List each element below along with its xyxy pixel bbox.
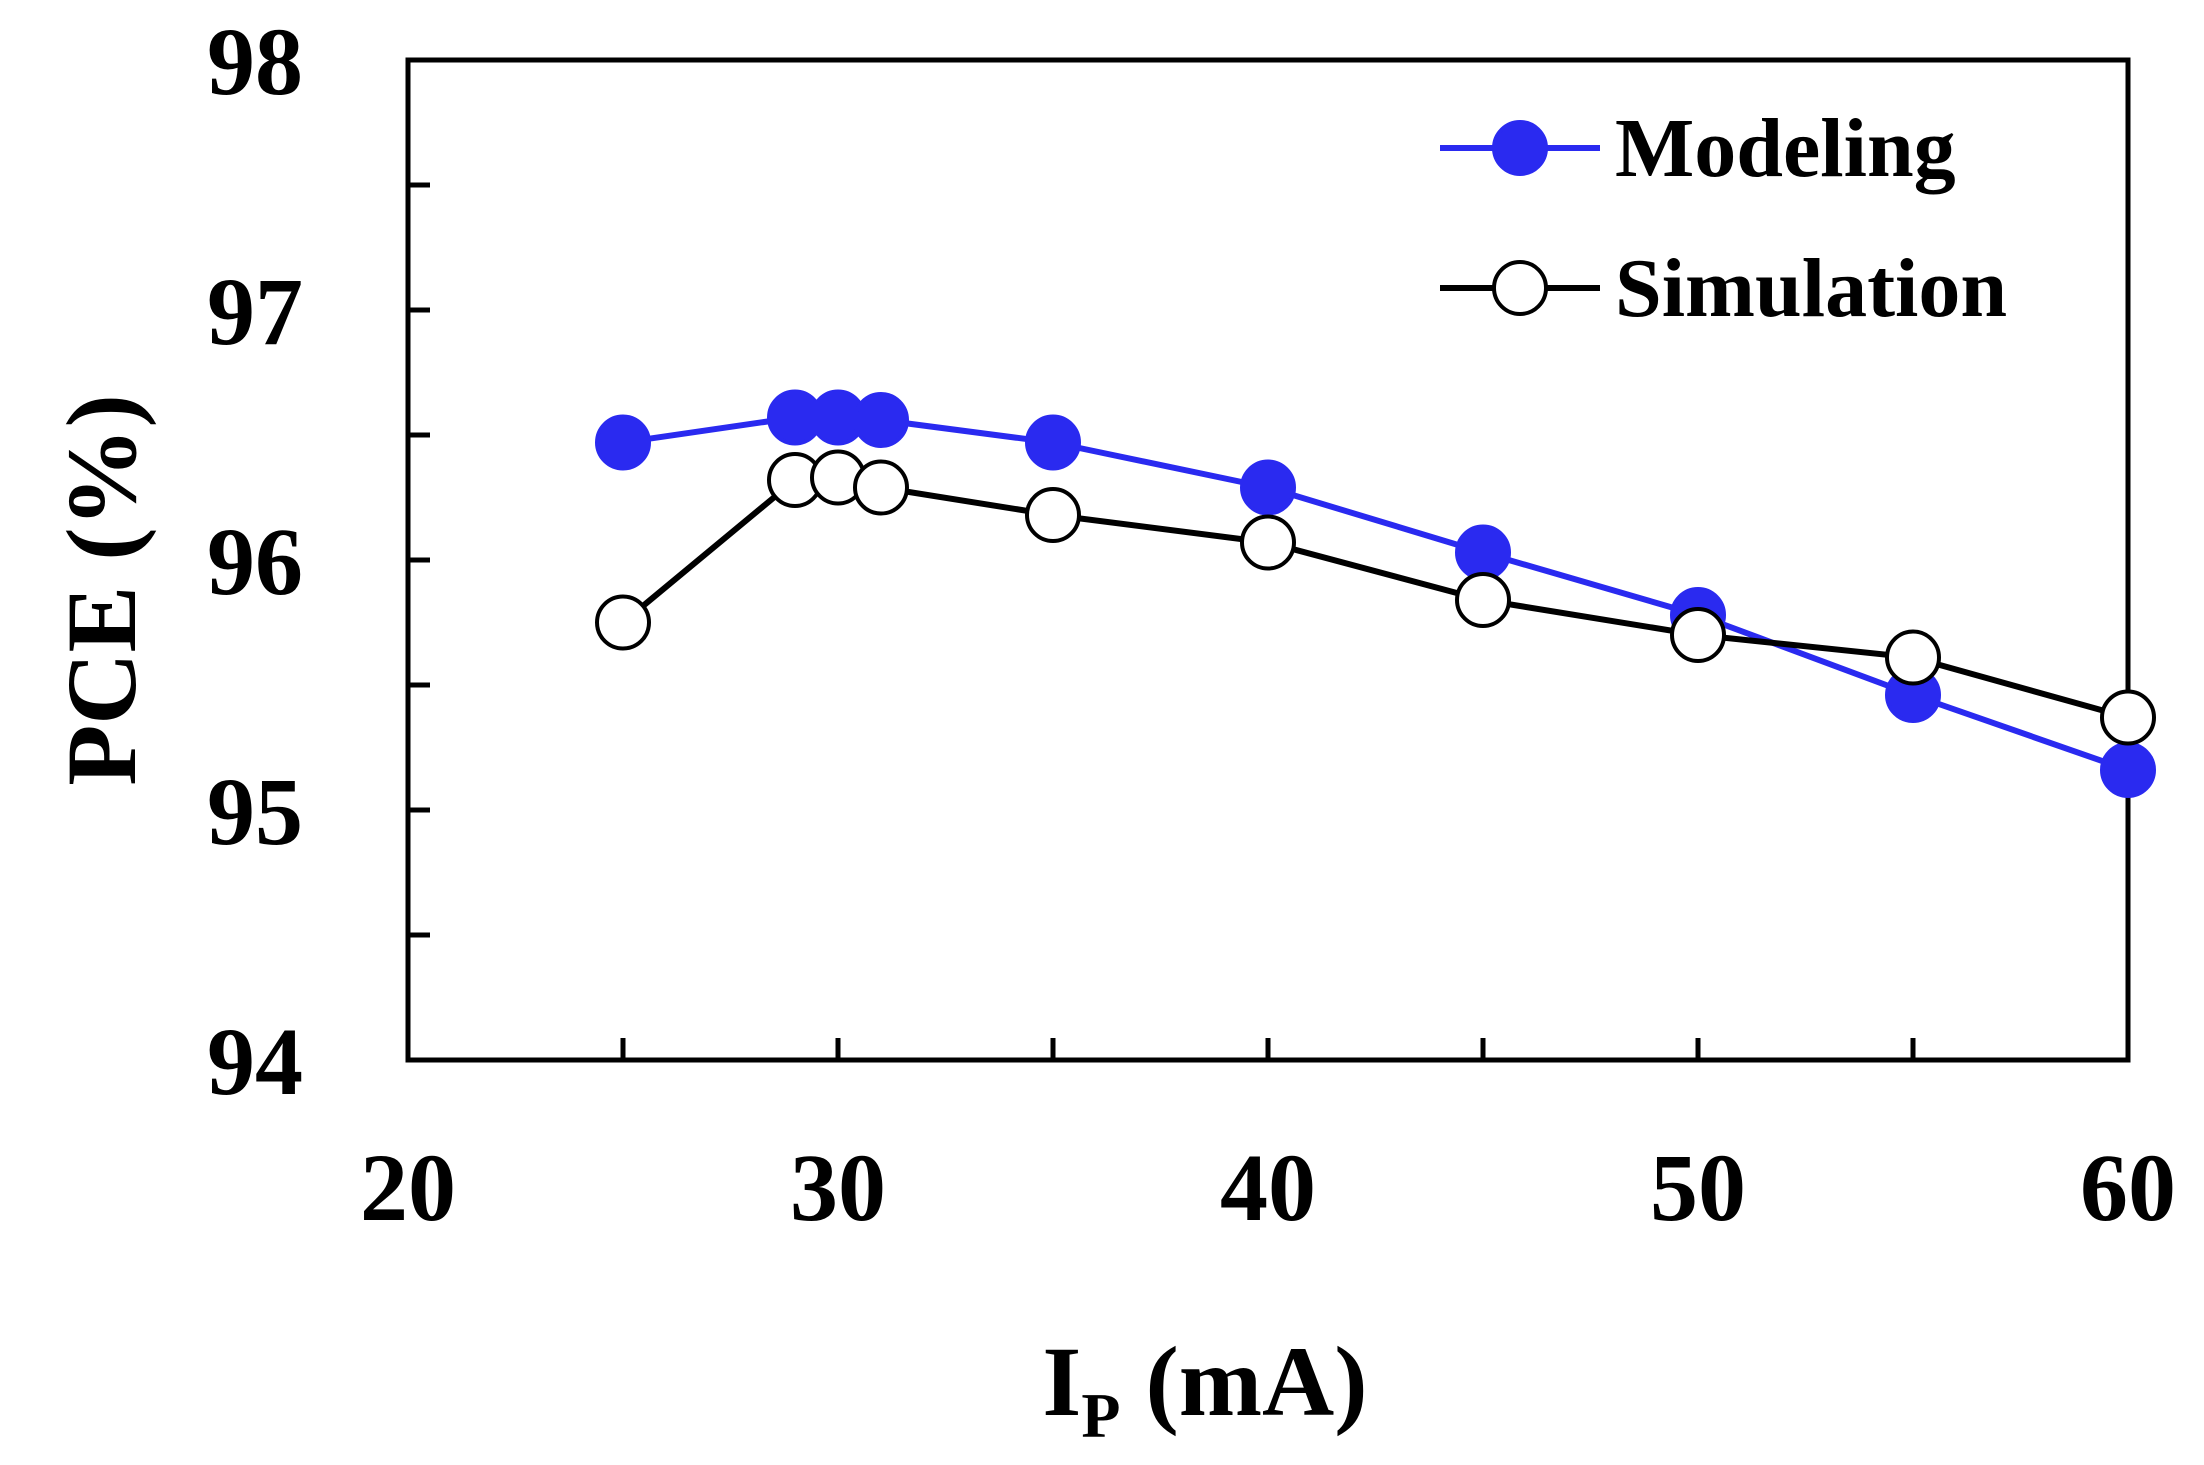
x-axis-title: IP (mA) <box>1042 1326 1367 1451</box>
x-tick-label: 60 <box>2080 1134 2176 1241</box>
modeling-point <box>853 392 909 448</box>
axis-ticks <box>405 57 2131 1063</box>
y-tick-label: 98 <box>207 8 303 115</box>
simulation-point <box>1670 607 1726 663</box>
x-axis-title-main: I <box>1042 1326 1081 1437</box>
y-tick-label: 97 <box>207 258 303 365</box>
x-axis-title-unit: (mA) <box>1120 1326 1367 1437</box>
simulation-point <box>595 594 651 651</box>
legend-simulation-marker <box>1492 260 1548 316</box>
data-series <box>595 389 2156 798</box>
y-tick-label: 94 <box>207 1008 303 1115</box>
y-tick-label: 96 <box>207 508 303 615</box>
simulation-point <box>2100 689 2156 746</box>
simulation-point <box>1455 572 1511 628</box>
x-tick-label: 50 <box>1650 1134 1746 1241</box>
x-tick-label: 30 <box>790 1134 886 1241</box>
modeling-point <box>1455 524 1511 581</box>
simulation-point <box>1025 487 1081 543</box>
y-axis-title: PCE (%) <box>46 394 157 786</box>
simulation-point <box>853 459 909 516</box>
x-tick-label: 20 <box>360 1134 456 1241</box>
y-tick-labels: 94 95 96 97 98 <box>207 8 303 1115</box>
legend-modeling-label: Modeling <box>1615 102 1956 195</box>
simulation-point <box>1885 629 1941 686</box>
x-tick-label: 40 <box>1220 1134 1316 1241</box>
legend-simulation-label: Simulation <box>1615 242 2007 335</box>
modeling-point <box>595 414 651 471</box>
modeling-point <box>2100 742 2156 798</box>
modeling-point <box>1025 414 1081 471</box>
simulation-point <box>1240 514 1296 571</box>
modeling-point <box>1240 459 1296 516</box>
x-tick-labels: 20 30 40 50 60 <box>360 1134 2176 1241</box>
y-tick-label: 95 <box>207 758 303 865</box>
legend-modeling-marker <box>1492 120 1548 176</box>
x-axis-title-subscript: P <box>1081 1380 1120 1451</box>
legend: Modeling Simulation <box>1440 102 2007 335</box>
